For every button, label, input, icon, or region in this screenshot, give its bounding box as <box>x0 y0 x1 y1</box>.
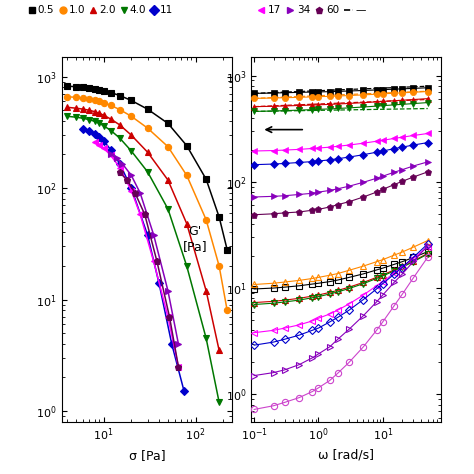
Legend: 17, 34, 60, —: 17, 34, 60, — <box>256 5 366 15</box>
Y-axis label: G'
[Pa]: G' [Pa] <box>183 225 208 254</box>
X-axis label: σ [Pa]: σ [Pa] <box>128 449 165 462</box>
X-axis label: ω [rad/s]: ω [rad/s] <box>318 449 374 462</box>
Legend: 0.5, 1.0, 2.0, 4.0, 11: 0.5, 1.0, 2.0, 4.0, 11 <box>29 5 173 15</box>
